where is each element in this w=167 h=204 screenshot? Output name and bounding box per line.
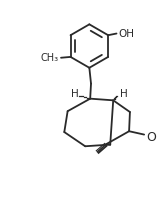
Text: O: O [147, 131, 156, 144]
Text: H: H [120, 89, 128, 99]
Text: CH₃: CH₃ [41, 53, 59, 63]
Text: H: H [71, 89, 79, 99]
Text: OH: OH [118, 29, 134, 39]
